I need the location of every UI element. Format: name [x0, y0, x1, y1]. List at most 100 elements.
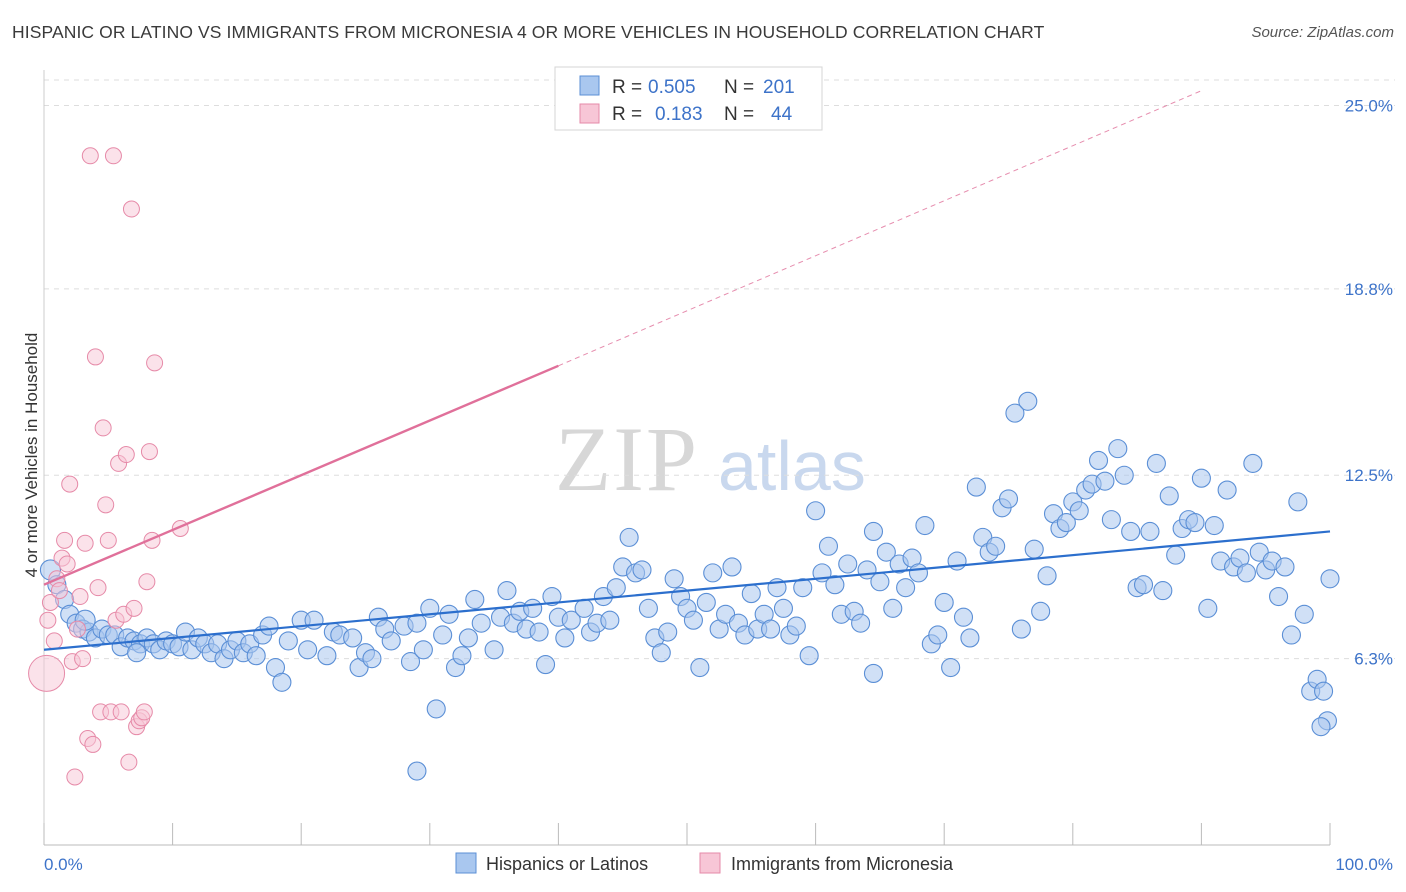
micronesia-point-2 [41, 593, 59, 611]
hispanic-point-52 [381, 631, 401, 651]
axes [43, 70, 1331, 846]
hispanic-point-150 [1037, 566, 1057, 586]
watermark: ZIP atlas [555, 408, 866, 510]
micronesia-point-31 [117, 446, 135, 464]
hispanic-point-189 [1288, 492, 1308, 512]
hispanic-point-97 [696, 592, 716, 612]
hispanic-point-168 [1153, 581, 1173, 601]
hispanic-point-161 [1108, 439, 1128, 459]
hispanic-point-71 [523, 598, 543, 618]
hispanic-point-38 [272, 672, 292, 692]
hispanic-point-58 [433, 625, 453, 645]
hispanic-point-73 [535, 655, 556, 675]
hispanic-point-153 [1056, 513, 1076, 533]
hispanic-point-16 [127, 643, 147, 663]
micronesia-point-40 [140, 443, 158, 461]
hispanic-point-117 [825, 575, 845, 595]
micronesia-point-9 [61, 475, 79, 493]
watermark-atlas: atlas [718, 427, 866, 505]
legend-swatch-pink [579, 103, 600, 124]
hispanic-point-146 [1011, 619, 1031, 639]
hispanic-point-131 [915, 515, 935, 536]
hispanic-point-107 [761, 619, 781, 639]
hispanic-point-169 [1159, 486, 1179, 506]
hispanic-point-144 [998, 489, 1019, 509]
hispanic-point-64 [471, 613, 491, 633]
hispanic-point-167 [1146, 453, 1166, 473]
hispanic-point-175 [1198, 598, 1218, 618]
hispanic-point-159 [1095, 471, 1115, 491]
hispanic-point-155 [1069, 501, 1089, 521]
hispanic-point-124 [870, 572, 890, 592]
hispanic-point-126 [883, 598, 903, 618]
micronesia-point-22 [94, 419, 112, 437]
micronesia-point-39 [138, 573, 156, 591]
legend-n-value-2: 44 [771, 104, 793, 125]
y-tick-label-2: 18.8% [1345, 280, 1393, 299]
bottom-legend: Hispanics or Latinos Immigrants from Mic… [455, 852, 954, 874]
hispanic-point-125 [876, 542, 896, 562]
hispanic-point-187 [1275, 557, 1295, 577]
hispanic-point-119 [838, 554, 858, 574]
hispanic-point-96 [690, 657, 710, 678]
hispanic-point-190 [1294, 604, 1314, 624]
micronesia-point-0 [28, 654, 66, 692]
hispanic-point-46 [343, 628, 363, 648]
hispanic-point-76 [555, 628, 575, 648]
micronesia-point-13 [71, 588, 89, 606]
hispanic-point-188 [1281, 625, 1301, 645]
micronesia-point-11 [66, 768, 84, 786]
hispanic-point-101 [722, 557, 742, 577]
legend-r-label-1: R = [612, 77, 642, 98]
chart-title: HISPANIC OR LATINO VS IMMIGRANTS FROM MI… [12, 22, 1045, 42]
micronesia-point-8 [58, 555, 76, 573]
hispanic-point-174 [1191, 468, 1211, 488]
hispanic-point-41 [298, 640, 318, 660]
micronesia-point-19 [86, 348, 104, 366]
legend-r-value-2: 0.183 [655, 104, 703, 125]
micronesia-point-33 [122, 200, 140, 218]
watermark-zip: ZIP [555, 408, 699, 510]
hispanic-point-149 [1031, 601, 1051, 621]
hispanic-point-59 [439, 604, 459, 624]
hispanic-point-49 [362, 649, 382, 669]
hispanic-point-165 [1133, 575, 1154, 595]
hispanic-point-182 [1243, 453, 1263, 473]
hispanic-point-199 [863, 663, 884, 683]
hispanic-point-145 [1005, 403, 1025, 423]
hispanic-point-194 [1320, 569, 1340, 589]
hispanic-point-82 [600, 610, 620, 630]
legend-n-label-1: N = [724, 77, 754, 98]
hispanic-point-148 [1024, 539, 1044, 559]
y-tick-label-0: 6.3% [1354, 650, 1393, 669]
hispanic-point-181 [1236, 563, 1256, 583]
y-tick-labels: 6.3% 12.5% 18.8% 25.0% [1345, 96, 1393, 668]
micronesia-point-42 [146, 354, 164, 372]
x-tick-label-1: 100.0% [1335, 855, 1393, 874]
hispanic-point-61 [452, 646, 472, 666]
bottom-legend-swatch-blue [455, 852, 477, 874]
hispanic-point-176 [1204, 515, 1224, 536]
hispanic-point-95 [683, 610, 703, 630]
micronesia-point-38 [135, 703, 153, 721]
micronesia-point-17 [81, 147, 99, 165]
hispanic-point-39 [278, 631, 298, 651]
hispanic-point-63 [465, 589, 485, 610]
micronesia-point-29 [112, 703, 130, 721]
hispanic-point-34 [246, 646, 266, 666]
micronesia-point-5 [50, 582, 68, 600]
hispanic-point-166 [1140, 521, 1160, 542]
hispanic-point-197 [426, 699, 446, 719]
micronesia-trend-extension [558, 90, 1202, 367]
hispanic-point-92 [664, 569, 684, 589]
hispanic-point-147 [1018, 391, 1038, 411]
micronesia-point-1 [39, 611, 57, 629]
legend-swatch-blue [579, 75, 600, 96]
hispanic-point-104 [741, 584, 761, 604]
hispanic-point-85 [619, 527, 639, 547]
hispanic-point-198 [407, 761, 427, 781]
micronesia-points [28, 147, 189, 786]
hispanic-point-170 [1166, 545, 1186, 565]
hispanic-point-163 [1121, 521, 1141, 542]
